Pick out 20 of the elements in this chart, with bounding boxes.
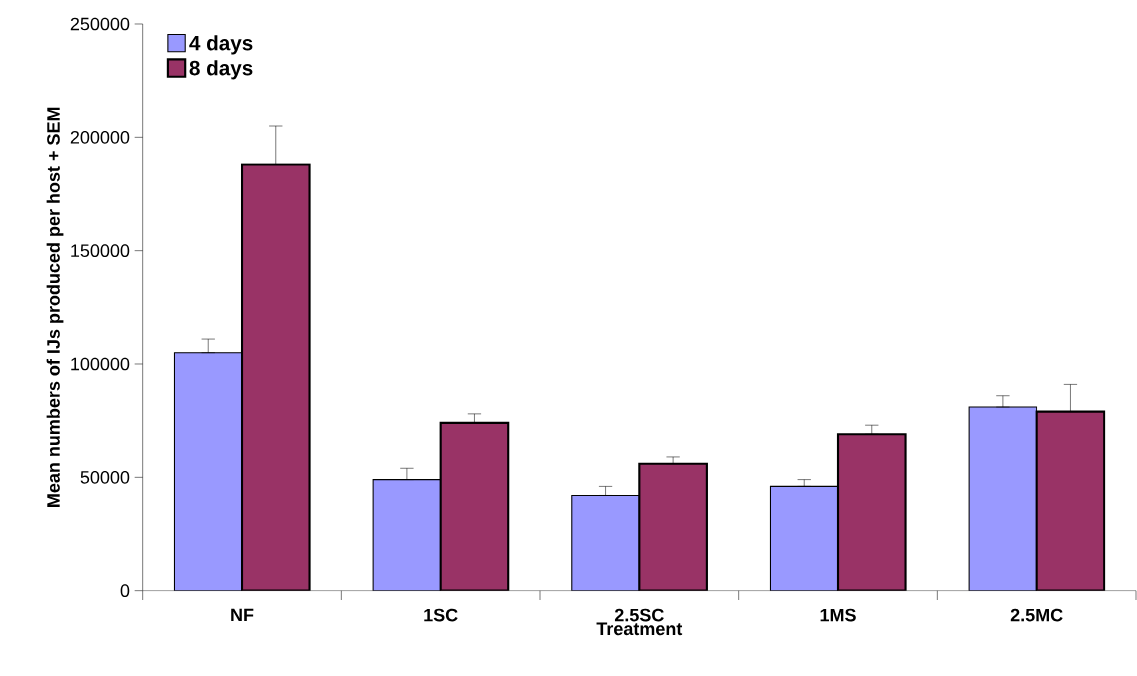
y-tick-label: 50000 [80, 470, 130, 484]
x-tick-label: 1MS [820, 608, 856, 622]
y-tick-label: 100000 [71, 357, 130, 371]
bar [968, 406, 1038, 591]
x-tick-label: 2.5SC [614, 608, 664, 622]
x-axis-title: Treatment [596, 622, 683, 636]
legend-label: 4 days [189, 35, 253, 55]
y-tick-label: 150000 [71, 244, 130, 258]
y-tick-label: 250000 [70, 17, 130, 31]
bar [769, 485, 839, 591]
bar [372, 479, 442, 591]
x-tick-label: 2.5MC [1010, 608, 1063, 622]
x-tick-label: 1SC [424, 608, 458, 622]
bar [571, 494, 640, 591]
y-tick-label: 0 [120, 584, 130, 598]
legend-label: 8 days [189, 60, 253, 80]
bar [173, 352, 243, 591]
y-tick-label: 200000 [70, 130, 130, 144]
y-axis-title: Mean numbers of IJs produced per host + SEM [46, 107, 64, 507]
x-tick-label: NF [231, 608, 254, 622]
